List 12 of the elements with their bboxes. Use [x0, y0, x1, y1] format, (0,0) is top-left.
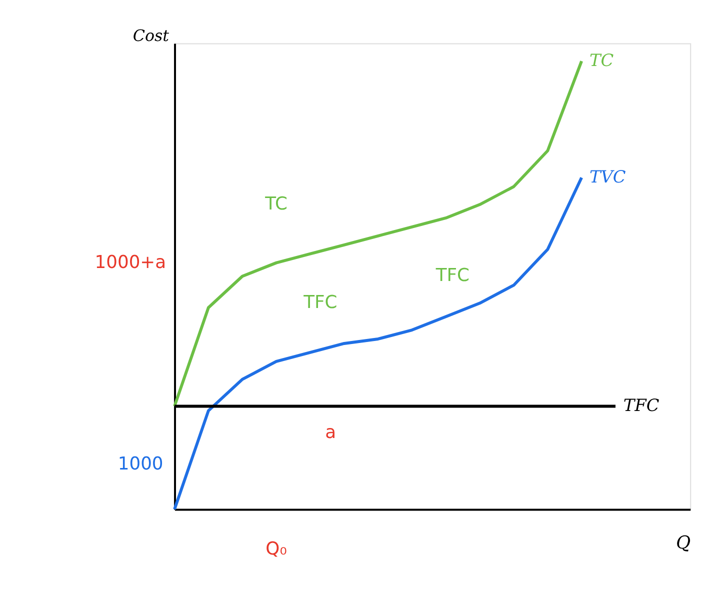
annotation: TC [264, 194, 288, 215]
x-axis-title: Q [676, 532, 691, 554]
annotation: TFC [434, 265, 470, 286]
series-label: TFC [623, 395, 660, 416]
annotation: a [325, 422, 336, 444]
series-label: TVC [590, 166, 626, 187]
annotation: 1000 [118, 453, 164, 474]
series-label: TC [590, 50, 614, 70]
y-axis-title: Cost [132, 26, 170, 45]
annotation: TFC [302, 292, 338, 314]
annotation: 1000+a [94, 252, 166, 273]
text: Q₀ [266, 538, 287, 560]
